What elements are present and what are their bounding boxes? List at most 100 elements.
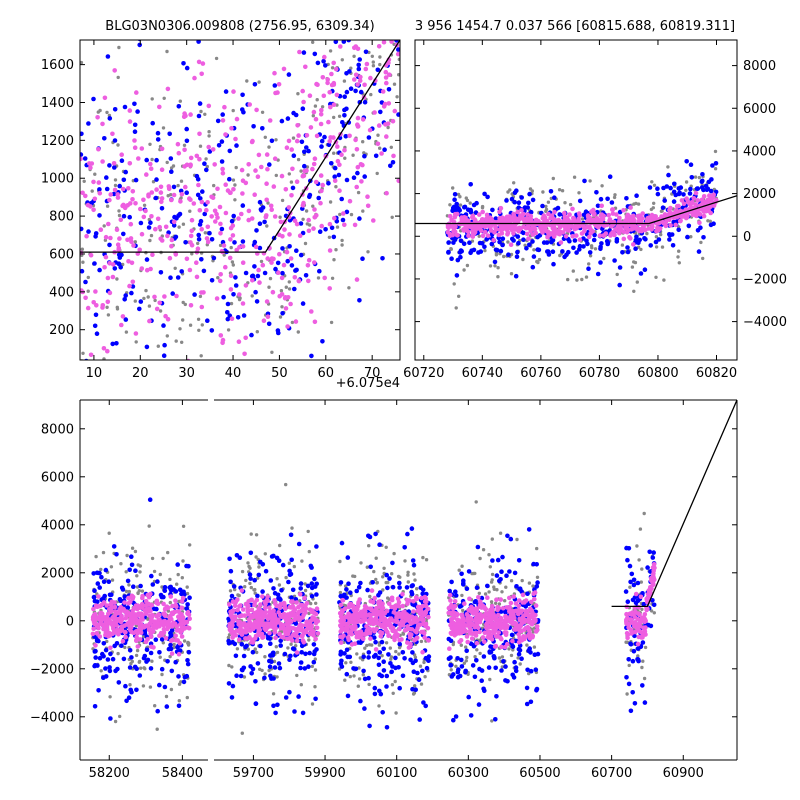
blue-point [681, 192, 686, 197]
magenta-point [695, 198, 701, 203]
blue-point [83, 279, 88, 285]
grey-point [588, 179, 592, 183]
magenta-point [311, 109, 317, 115]
blue-point [129, 290, 134, 296]
magenta-point [352, 222, 358, 228]
blue-point [323, 227, 328, 232]
grey-point [243, 585, 247, 589]
magenta-point [105, 299, 111, 305]
magenta-point [332, 215, 337, 221]
magenta-point [171, 192, 177, 198]
magenta-point [167, 255, 173, 261]
blue-point [114, 641, 120, 646]
magenta-point [130, 617, 136, 622]
blue-point [362, 99, 368, 105]
magenta-point [186, 625, 192, 631]
blue-point [413, 687, 419, 692]
magenta-point [292, 275, 298, 280]
magenta-point [176, 150, 182, 156]
grey-point [684, 180, 689, 184]
grey-point [494, 601, 498, 605]
blue-point [648, 623, 654, 629]
blue-point [655, 186, 660, 191]
blue-point [628, 708, 634, 714]
grey-point [662, 278, 666, 282]
blue-point [614, 236, 620, 242]
magenta-point [178, 199, 183, 204]
magenta-point [312, 207, 317, 212]
blue-point [397, 580, 402, 586]
magenta-point [380, 0, 385, 1]
grey-point [246, 561, 250, 565]
magenta-point [229, 316, 235, 322]
grey-point [231, 178, 236, 182]
blue-point [546, 249, 551, 254]
magenta-point [218, 231, 223, 236]
grey-point [615, 272, 619, 277]
blue-point [296, 541, 302, 547]
blue-point [97, 655, 103, 661]
blue-point [455, 656, 460, 661]
blue-point [99, 574, 104, 580]
blue-point [358, 640, 363, 645]
magenta-point [242, 351, 247, 357]
grey-point [342, 79, 347, 83]
magenta-point [267, 118, 273, 123]
grey-point [403, 559, 407, 563]
grey-point [390, 215, 394, 219]
magenta-point [389, 17, 394, 22]
magenta-point [162, 613, 168, 618]
blue-point [687, 191, 693, 196]
grey-point [289, 642, 293, 646]
grey-point [593, 247, 598, 251]
blue-point [488, 644, 493, 649]
blue-point [287, 657, 292, 662]
blue-point [586, 266, 591, 272]
magenta-point [311, 161, 317, 167]
season-panel: 60720 60740 60760 60780 60800 60820−4000−2000… [403, 39, 787, 381]
magenta-point [536, 218, 541, 224]
grey-point [640, 665, 644, 670]
blue-point [226, 681, 232, 686]
blue-point [372, 685, 378, 691]
grey-point [365, 643, 369, 648]
blue-point [303, 273, 309, 278]
blue-point [80, 152, 84, 157]
blue-point [108, 716, 113, 721]
blue-point [453, 714, 459, 719]
blue-point [394, 40, 399, 43]
grey-point [161, 556, 165, 561]
grey-point [367, 682, 371, 687]
blue-point [326, 181, 331, 186]
magenta-point [558, 223, 563, 228]
blue-point [304, 145, 309, 150]
grey-point [296, 157, 301, 162]
grey-point [490, 537, 494, 541]
grey-point [275, 577, 279, 581]
grey-point [105, 204, 110, 208]
magenta-point [231, 89, 236, 94]
blue-point [377, 650, 383, 655]
magenta-point [91, 626, 96, 631]
blue-point [111, 544, 117, 549]
magenta-point [355, 164, 361, 170]
blue-point [117, 255, 123, 260]
grey-point [677, 249, 681, 253]
blue-point [232, 240, 237, 245]
magenta-point [318, 200, 323, 206]
grey-point [366, 250, 370, 254]
magenta-point [148, 266, 153, 272]
grey-point [128, 683, 132, 687]
blue-point [257, 245, 263, 251]
magenta-point [84, 233, 89, 239]
blue-point [294, 248, 299, 253]
grey-point [299, 169, 303, 173]
blue-point [380, 710, 386, 715]
magenta-point [246, 162, 251, 167]
blue-point [209, 278, 215, 283]
magenta-point [175, 141, 181, 147]
blue-point [291, 153, 297, 158]
magenta-point [275, 90, 280, 95]
blue-point [301, 50, 307, 55]
blue-point [280, 246, 285, 251]
